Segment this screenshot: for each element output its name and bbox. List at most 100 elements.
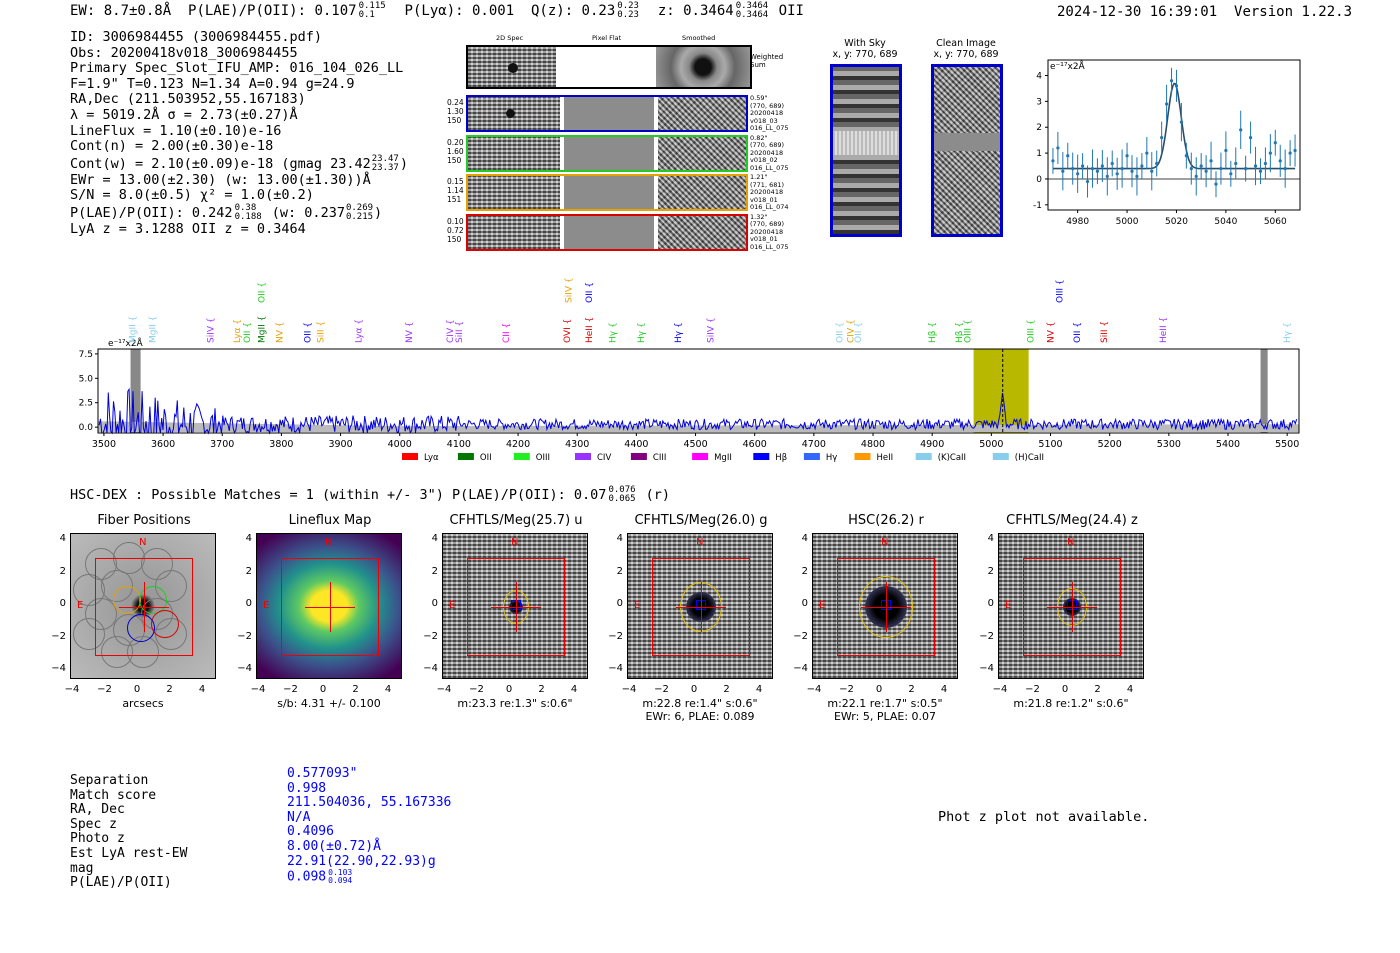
fit-plot-point <box>1174 84 1179 88</box>
fit-plot-point <box>1120 167 1124 171</box>
legend-label: OIII <box>536 453 550 463</box>
cutout-row <box>466 174 748 211</box>
fit-plot-point <box>1248 135 1253 140</box>
hsc-panel-xtick-label: 0 <box>1061 684 1069 695</box>
spectrum-xtick-label: 4300 <box>565 439 589 450</box>
spectrum-xtick-label: 3900 <box>328 439 352 450</box>
cutout-2dspec <box>468 136 560 170</box>
fit-plot-point <box>1135 174 1139 178</box>
fit-plot-point <box>1209 159 1213 163</box>
spectrum-highlight-band <box>973 349 1029 433</box>
match-label: Est LyA rest-EW <box>70 845 188 861</box>
fit-plot-ylabel: e⁻¹⁷x2Å <box>1050 60 1086 72</box>
hsc-panel-xtick-label: 4 <box>570 684 578 695</box>
fit-plot-point <box>1130 169 1134 173</box>
hsc-crosshair-v <box>886 582 887 632</box>
header-version: Version 1.22.3 <box>1234 4 1353 20</box>
hsc-panel-ytick-label: 4 <box>801 533 808 544</box>
match-label: Photo z <box>70 831 125 847</box>
fit-plot-ytick-label: 1 <box>1036 149 1042 159</box>
hsc-search-box <box>652 558 750 656</box>
clean-image-title: Clean Image x, y: 770, 689 <box>933 38 999 60</box>
spectrum-line-label: SiIV { <box>706 317 716 343</box>
with-sky-image <box>830 64 902 237</box>
hsc-panel-xtick-label: −2 <box>469 684 484 695</box>
hsc-aperture-ellipse <box>859 576 913 638</box>
info-line: Primary Spec_Slot_IFU_AMP: 016_104_026_L… <box>70 60 404 77</box>
hsc-panel-ytick-label: 2 <box>245 565 252 577</box>
hsc-north-label: N <box>325 537 333 548</box>
fit-plot-point <box>1100 164 1104 168</box>
cutout-smoothed <box>658 97 746 130</box>
cutout-pixelflat <box>564 215 654 249</box>
cutout-row-right-label: 0.59" <box>750 94 768 102</box>
info-line: Cont(n) = 2.00(±0.30)e-18 <box>70 138 274 155</box>
cutout-row-left-labels: 0.10 0.72 150 <box>447 217 464 244</box>
spectrum-xtick-label: 4800 <box>861 439 885 450</box>
match-label: P(LAE)/P(OII) <box>70 875 172 891</box>
cutout-row-right-label: v018_02 <box>750 156 778 164</box>
col-title-pixelflat: Pixel Flat <box>592 34 622 42</box>
spectrum-line-label: OII { <box>835 322 845 343</box>
fit-plot-point <box>1214 182 1218 186</box>
hsc-panel-caption: m:22.8 re:1.4" s:0.6" <box>642 697 758 710</box>
fit-plot-ytick-label: -1 <box>1033 201 1042 211</box>
hsc-panel-xtick-label: 2 <box>908 684 915 695</box>
hsc-panel-xtick-label: −2 <box>97 684 112 695</box>
fiber-circle-highlight <box>139 586 167 614</box>
hsc-panel-ytick-label: 4 <box>59 533 66 544</box>
spectrum-line-label: MgII { <box>148 316 158 343</box>
weighted-sum-smoothed <box>656 47 750 87</box>
match-label: Match score <box>70 787 157 803</box>
hsc-panel-xtick-label: −4 <box>621 684 637 695</box>
spectrum-line-label: HeII { <box>1159 317 1169 343</box>
info-line: Obs: 20200418v018_3006984455 <box>70 44 298 61</box>
spectrum-frame <box>97 348 1300 434</box>
fit-plot-point <box>1258 169 1263 173</box>
fit-plot-point <box>1080 164 1085 168</box>
info-line: F=1.9" T=0.123 N=1.34 A=0.94 g=24.9 <box>70 75 355 92</box>
spectrum-line-label: OII { <box>303 322 313 343</box>
hsc-panel-title: HSC(26.2) r <box>848 513 924 528</box>
cutout-row-right-label: 1.21" <box>750 173 768 181</box>
spectrum-line-label: Hγ { <box>674 322 684 343</box>
hsc-crosshair-v <box>516 582 517 632</box>
info-ewr: EWr = 13.00(±2.30) (w: 13.00(±1.30))Å <box>70 171 371 188</box>
match-label: mag <box>70 860 94 876</box>
spectrum-xtick-label: 3600 <box>151 439 175 450</box>
header-z-range: 0.3464 0.3464 <box>735 1 769 20</box>
cutout-2dspec <box>468 215 560 249</box>
cutout-pixelflat <box>564 176 654 209</box>
cutout-row-left-label: 0.20 <box>447 137 464 147</box>
legend-swatch <box>457 453 474 460</box>
col-title-smoothed: Smoothed <box>682 34 716 42</box>
spectrum-ytick-label: 0.0 <box>79 423 94 433</box>
cutout-row-left-label: 1.60 <box>447 146 464 156</box>
cutout-row-right-labels: 0.82" (770, 689) 20200418 v018_02 016_LL_075 <box>750 134 789 173</box>
full-spectrum-plot: 0.0 2.5 5.0 7.5 3500 3600 3700 3800 3900 4000 4100… <box>79 277 1300 463</box>
hsc-panel-ytick-label: −4 <box>423 663 438 674</box>
hsc-panel-xtick-label: 0 <box>875 684 883 695</box>
spectrum-line-label: OIII { <box>1026 319 1036 343</box>
cutout-row-left-label: 1.14 <box>447 186 464 195</box>
cutout-row-right-label: (770, 689) <box>750 141 785 149</box>
info-line: ID: 3006984455 (3006984455.pdf) <box>70 29 322 45</box>
info-lya-z: LyA z = 3.1288 OII z = 0.3464 <box>70 220 306 237</box>
spectrum-line-label: SiII { <box>316 321 326 343</box>
cutout-separator <box>654 215 658 249</box>
match-value: 8.00(±0.72)Å <box>287 838 381 854</box>
fit-plot-point <box>1115 172 1119 176</box>
hsc-panel-ytick-label: −2 <box>237 630 252 642</box>
fit-plot-ytick-label: 3 <box>1036 97 1042 107</box>
cutout-row-left-label: 150 <box>447 234 462 244</box>
cutout-row <box>466 213 748 251</box>
fiber-circle <box>73 618 105 650</box>
fit-plot-point <box>1145 151 1149 155</box>
fit-plot-point <box>1253 164 1258 168</box>
hsc-panel-xtick-label: 0 <box>690 684 698 695</box>
cutout-row-left-label: 0.72 <box>447 225 464 235</box>
cutout-separator <box>654 97 658 130</box>
legend-swatch <box>753 453 770 460</box>
